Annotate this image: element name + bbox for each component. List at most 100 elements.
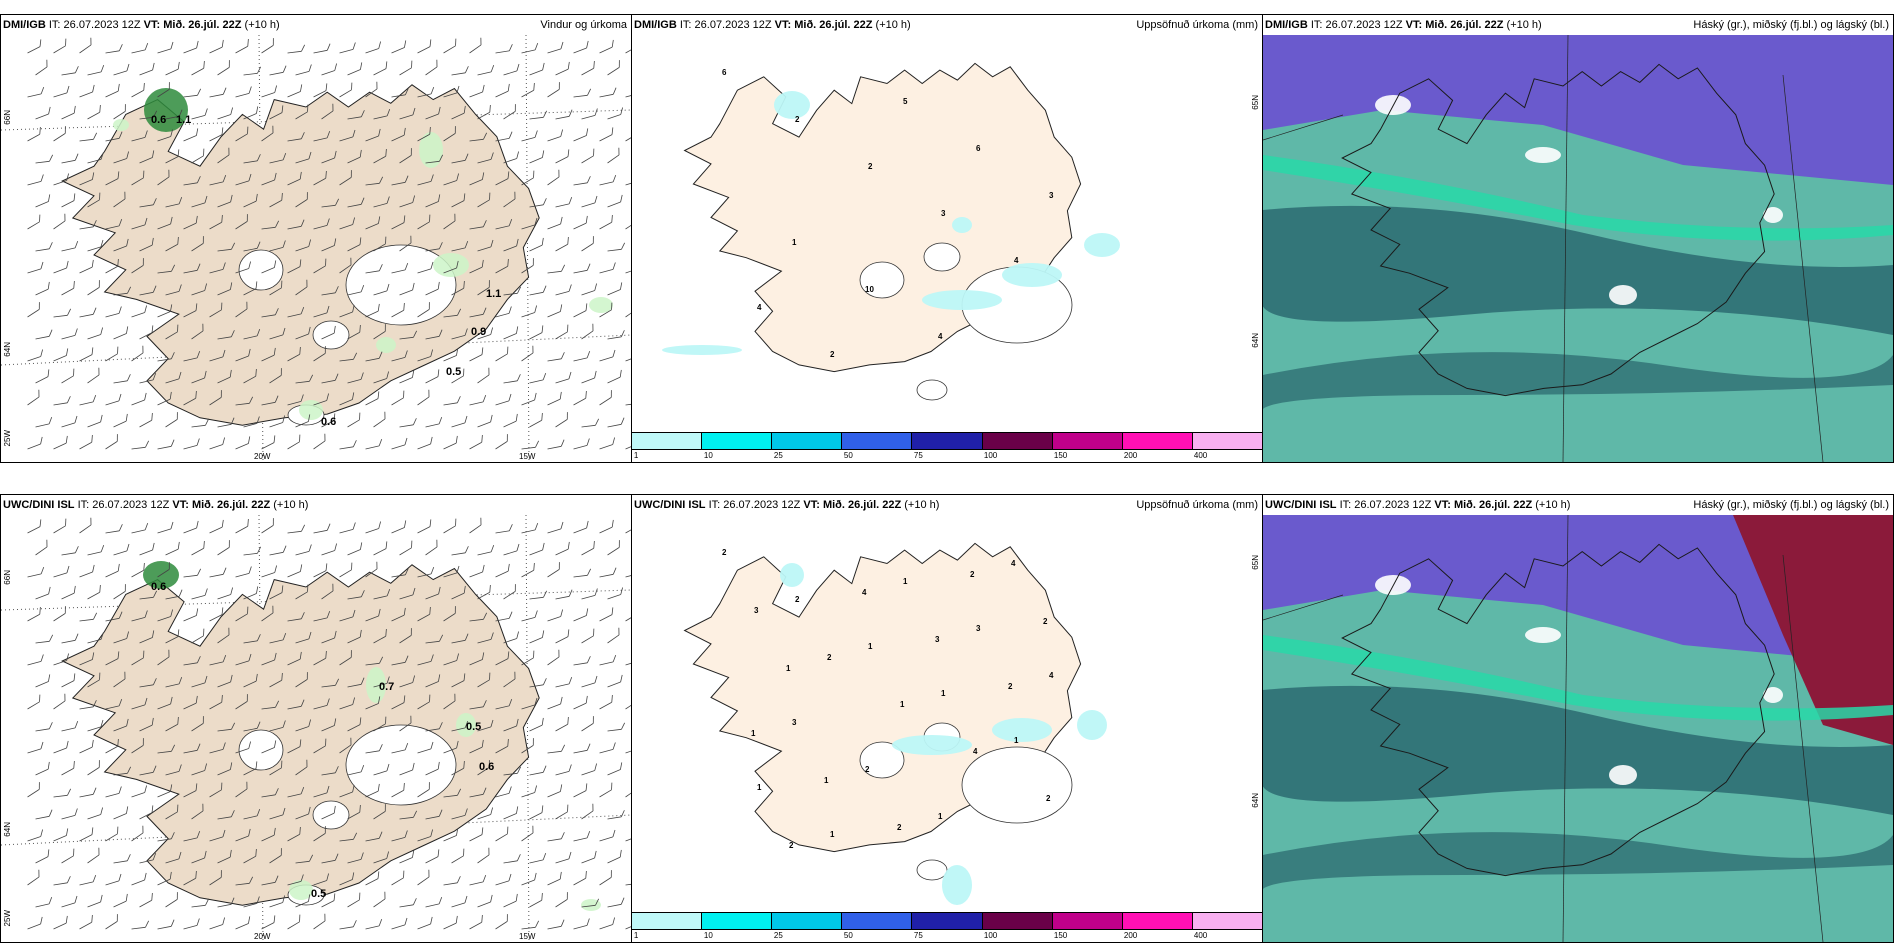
wind-barb [243, 761, 258, 776]
wind-barb [529, 412, 543, 428]
wind-barb-flag [308, 806, 311, 815]
wind-barb-flag [204, 850, 207, 859]
wind-barb [417, 86, 435, 98]
wind-barb-staff [417, 573, 432, 578]
wind-barb-staff [287, 138, 302, 142]
wind-barb-flag [586, 830, 591, 838]
wind-barb-flag [543, 110, 548, 118]
wind-barb-staff [477, 421, 491, 428]
wind-barb-staff [79, 746, 93, 754]
wind-barb-staff [261, 747, 275, 754]
wind-barb [521, 738, 534, 754]
wind-barb [269, 672, 283, 688]
wind-barb-flag [145, 920, 150, 928]
glacier [859, 741, 905, 779]
wind-barb-staff [183, 182, 198, 186]
wind-barb-staff [87, 246, 102, 252]
wind-barb-flag [127, 286, 132, 294]
wind-barb-staff [235, 180, 250, 186]
wind-barb-staff [321, 684, 336, 688]
wind-barb [295, 584, 309, 600]
colorbar-swatch [912, 913, 983, 929]
colorbar-swatch [1052, 913, 1123, 929]
wind-barb-flag [377, 303, 380, 312]
wind-barb-flag [144, 130, 148, 138]
wind-barb-staff [183, 222, 197, 230]
wind-barb-staff [547, 89, 560, 98]
wind-barb-flag [168, 649, 170, 657]
wind-barb-staff [269, 334, 284, 340]
wind-barb-flag [594, 108, 598, 116]
wind-barb-flag [170, 609, 173, 617]
wind-barb-flag [386, 588, 391, 596]
wind-barb-staff [339, 879, 353, 886]
wind-barb [243, 328, 261, 340]
wind-barb [209, 694, 223, 710]
wind-barb [53, 435, 68, 450]
wind-barb-staff [165, 290, 180, 296]
wind-barb-staff [469, 401, 484, 406]
wind-barb [191, 195, 208, 208]
wind-barb-staff [243, 855, 256, 864]
wind-barb-flag [585, 303, 588, 311]
wind-barb [131, 82, 145, 98]
wind-barb-flag [257, 66, 262, 74]
wind-barb-staff [27, 701, 40, 710]
wind-barb [79, 307, 97, 318]
wind-barb [261, 700, 280, 710]
wind-barb-staff [87, 71, 102, 76]
wind-barb-staff [417, 660, 432, 666]
wind-barb-staff [365, 398, 379, 406]
wind-barb [347, 590, 365, 600]
wind-barb-flag [204, 370, 207, 379]
wind-barb [61, 105, 76, 120]
wind-barb [139, 678, 157, 688]
wind-barb-staff [287, 400, 302, 406]
wind-barb-flag [142, 258, 144, 266]
precip-value-label: 1 [751, 729, 756, 738]
wind-barb [555, 236, 569, 252]
wind-barb-staff [35, 728, 50, 732]
wind-barb-flag [404, 917, 408, 926]
wind-barb-staff [339, 89, 352, 98]
wind-barb [347, 62, 363, 76]
wind-barb [477, 584, 491, 600]
wind-barb [599, 437, 615, 450]
wind-barb-flag [595, 418, 600, 426]
wind-barb-staff [131, 224, 146, 230]
wind-barb-flag [326, 130, 331, 138]
wind-barb-staff [79, 793, 94, 798]
wind-barb-flag [620, 674, 623, 683]
wind-barb [313, 610, 331, 622]
wind-barb [495, 524, 513, 534]
wind-barb [373, 324, 386, 340]
colorbar-swatch [1122, 913, 1193, 929]
wind-barb [131, 170, 145, 186]
wind-barb [295, 544, 312, 556]
wind-barb-staff [607, 547, 620, 556]
wind-barb-staff [503, 111, 516, 120]
wind-barb-staff [313, 440, 326, 450]
wind-barb-flag [489, 104, 491, 113]
wind-barb [399, 60, 413, 76]
wind-barb-staff [235, 572, 250, 578]
wind-barb-flag [170, 304, 173, 312]
wind-barb [313, 873, 329, 886]
wind-barb [607, 417, 625, 428]
wind-barb [27, 654, 44, 666]
wind-barb [365, 264, 383, 274]
wind-barb-flag [275, 220, 280, 228]
wind-barb [477, 632, 494, 644]
wind-barb-staff [217, 856, 231, 864]
colorbar-label: 100 [983, 451, 998, 460]
wind-barb [87, 367, 100, 384]
wind-barb-staff [555, 723, 568, 732]
it-label: IT: [48, 19, 61, 31]
wind-barb-staff [131, 136, 146, 142]
wind-barb-staff [581, 904, 596, 908]
wind-barb-flag [202, 716, 204, 724]
wind-barb [477, 104, 491, 120]
wind-barb [27, 916, 43, 930]
wind-barb [191, 108, 208, 120]
wind-barb-staff [581, 114, 596, 120]
